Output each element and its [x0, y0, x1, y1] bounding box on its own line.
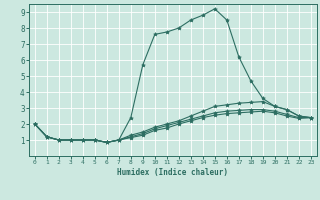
X-axis label: Humidex (Indice chaleur): Humidex (Indice chaleur) — [117, 168, 228, 177]
